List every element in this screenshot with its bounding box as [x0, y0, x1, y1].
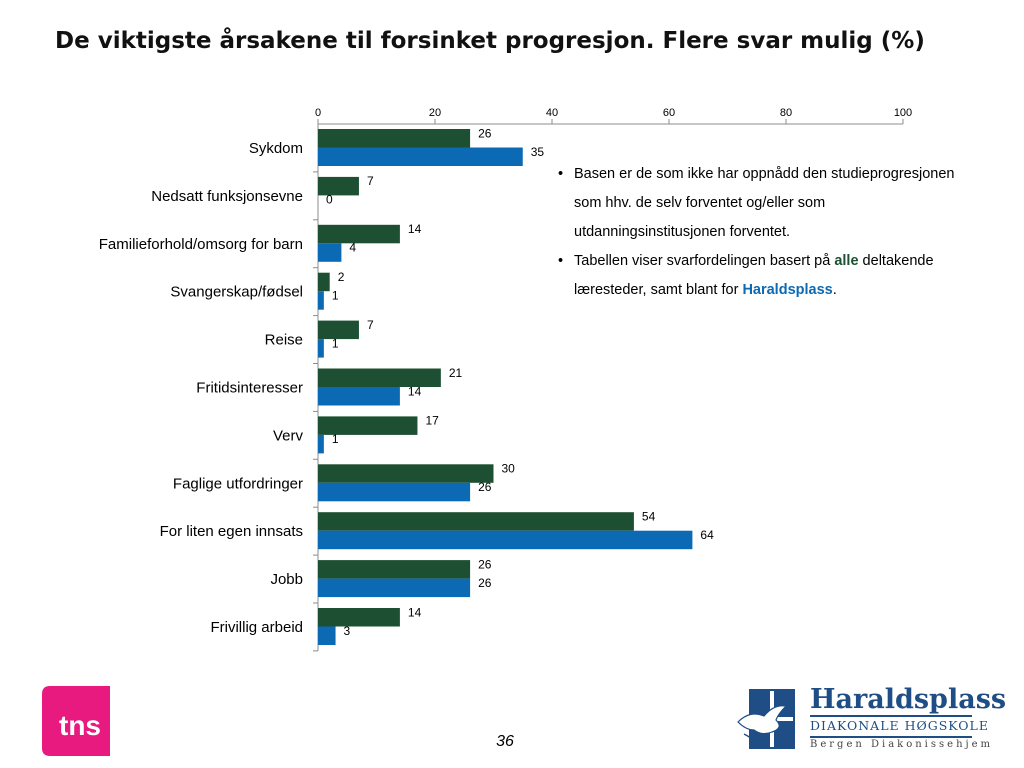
x-tick-label: 0	[315, 107, 321, 119]
logo-divider	[810, 715, 972, 717]
category-label: Sykdom	[249, 140, 303, 157]
category-label: Reise	[265, 332, 303, 349]
bar	[318, 176, 359, 196]
data-label: 21	[449, 366, 463, 380]
data-label: 7	[367, 174, 374, 188]
haraldsplass-place: Bergen Diakonissehjem	[810, 739, 994, 750]
note-highlight-all: alle	[834, 253, 859, 269]
bar	[318, 147, 523, 166]
category-label: Fritidsinteresser	[196, 379, 303, 396]
data-label: 35	[531, 145, 545, 159]
bar	[318, 224, 400, 244]
data-label: 26	[478, 126, 492, 140]
haraldsplass-logo: Haraldsplass DIAKONALE HØGSKOLE Bergen D…	[736, 684, 1006, 754]
tns-logo: tns	[42, 686, 110, 756]
data-label: 7	[367, 318, 374, 332]
data-label: 26	[478, 480, 492, 494]
bar	[318, 368, 441, 387]
category-label: Verv	[273, 427, 304, 444]
bar	[318, 560, 471, 579]
data-label: 14	[408, 222, 422, 236]
data-label: 14	[408, 605, 422, 619]
x-tick-label: 20	[429, 107, 441, 119]
x-tick-label: 60	[663, 107, 675, 119]
x-tick-label: 100	[894, 107, 912, 119]
data-label: 4	[349, 241, 356, 255]
haraldsplass-name: Haraldsplass	[810, 684, 1007, 715]
category-label: Faglige utfordringer	[173, 475, 303, 492]
data-label: 0	[326, 193, 333, 207]
page-number: 36	[496, 733, 514, 750]
data-label: 26	[478, 557, 492, 571]
note-text-pre: Tabellen viser svarfordelingen basert på	[574, 253, 835, 269]
bar	[318, 129, 471, 148]
bar	[318, 291, 324, 310]
category-label: Nedsatt funksjonsevne	[151, 188, 303, 205]
data-label: 30	[502, 462, 516, 476]
data-label: 14	[408, 384, 422, 398]
category-label: Jobb	[270, 571, 303, 588]
note-text-mid: deltakende læresteder, samt blant for	[574, 253, 934, 298]
x-tick-label: 80	[780, 107, 792, 119]
notes-list: Basen er de som ikke har oppnådd den stu…	[556, 160, 976, 305]
bar	[318, 434, 324, 454]
dove-emblem-icon	[737, 689, 795, 749]
bar	[318, 512, 634, 531]
note-item-distribution: Tabellen viser svarfordelingen basert på…	[556, 247, 976, 305]
note-text-end: .	[832, 282, 837, 298]
category-label: Familieforhold/omsorg for barn	[99, 236, 303, 253]
note-highlight-haraldsplass: Haraldsplass	[742, 282, 833, 298]
data-label: 17	[425, 414, 439, 428]
category-label: Frivillig arbeid	[210, 619, 303, 636]
data-label: 1	[332, 432, 339, 446]
bar	[318, 416, 418, 435]
bar	[318, 320, 359, 340]
note-text-base: Basen er de som ikke har oppnådd den stu…	[574, 166, 955, 240]
data-label: 2	[338, 270, 345, 284]
tns-logo-text: tns	[59, 710, 101, 741]
bar	[318, 243, 342, 262]
tns-logo-mark: tns	[42, 686, 110, 756]
bar	[318, 530, 693, 550]
bar	[318, 578, 471, 598]
data-label: 1	[332, 288, 339, 302]
bar	[318, 339, 324, 358]
data-label: 1	[332, 336, 339, 350]
bar	[318, 608, 400, 627]
category-label: Svangerskap/fødsel	[170, 284, 303, 301]
category-label: For liten egen innsats	[160, 523, 303, 540]
data-label: 3	[344, 624, 351, 638]
bar	[318, 464, 494, 483]
data-label: 54	[642, 509, 656, 523]
data-label: 26	[478, 576, 492, 590]
page-title: De viktigste årsakene til forsinket prog…	[55, 28, 925, 54]
x-tick-label: 40	[546, 107, 558, 119]
haraldsplass-subtitle: DIAKONALE HØGSKOLE	[810, 718, 989, 733]
bar	[318, 272, 330, 292]
note-item-base: Basen er de som ikke har oppnådd den stu…	[556, 160, 976, 247]
data-label: 64	[700, 528, 714, 542]
bar	[318, 626, 336, 645]
bar	[318, 387, 400, 406]
bar	[318, 482, 471, 502]
logo-divider	[810, 736, 972, 738]
